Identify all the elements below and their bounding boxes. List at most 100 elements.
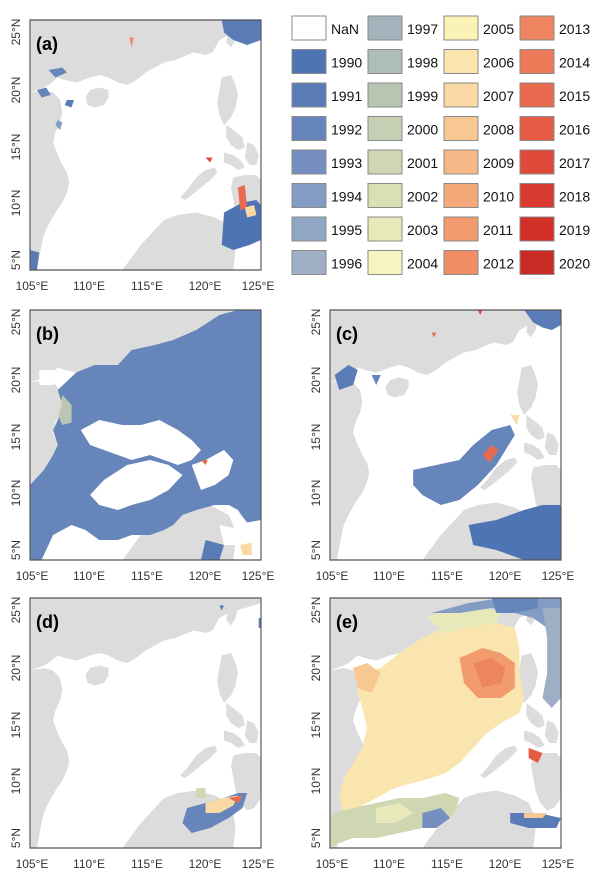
svg-text:125°E: 125°E xyxy=(242,857,275,871)
legend-item: 2008 xyxy=(443,116,514,141)
y-axis-ticks-c: 25°N 20°N 15°N 10°N 5°N xyxy=(309,309,323,560)
legend-swatch xyxy=(443,183,479,208)
svg-text:5°N: 5°N xyxy=(309,540,323,560)
svg-text:25°N: 25°N xyxy=(309,597,323,624)
legend-item: 2009 xyxy=(443,149,514,175)
legend-label: 2004 xyxy=(407,256,438,272)
svg-text:25°N: 25°N xyxy=(9,19,23,46)
legend-swatch xyxy=(367,183,403,208)
svg-text:15°N: 15°N xyxy=(9,424,23,451)
legend-label: 1991 xyxy=(331,88,362,104)
legend-label: 2010 xyxy=(483,189,514,205)
legend-swatch xyxy=(367,149,403,175)
svg-text:120°E: 120°E xyxy=(489,569,522,583)
legend-swatch xyxy=(367,49,403,74)
svg-text:5°N: 5°N xyxy=(9,250,23,270)
legend-label: 2000 xyxy=(407,122,438,138)
map-panel-b: (b) 25°N 20°N 15°N 10°N 5°N 105°E 110°E … xyxy=(9,309,275,583)
y-axis-ticks-b: 25°N 20°N 15°N 10°N 5°N xyxy=(9,309,23,560)
legend-item: 2002 xyxy=(367,183,438,208)
legend-swatch xyxy=(291,183,327,208)
svg-text:125°E: 125°E xyxy=(242,569,275,583)
legend-label: 2017 xyxy=(559,155,590,171)
legend-swatch xyxy=(367,15,403,41)
legend-item: 2016 xyxy=(519,116,590,141)
legend-swatch xyxy=(291,250,327,275)
svg-text:115°E: 115°E xyxy=(431,569,463,583)
legend-item: 1994 xyxy=(291,183,362,208)
legend-label: 1996 xyxy=(331,256,362,272)
legend-swatch xyxy=(443,15,479,41)
legend-label: 1998 xyxy=(407,55,438,71)
legend-label: 1990 xyxy=(331,55,362,71)
svg-text:110°E: 110°E xyxy=(73,857,105,871)
legend-label: 2016 xyxy=(559,122,590,138)
svg-text:15°N: 15°N xyxy=(9,712,23,739)
svg-text:20°N: 20°N xyxy=(9,655,23,682)
legend-swatch xyxy=(291,216,327,242)
panel-label-a: (a) xyxy=(36,34,58,54)
legend-swatch xyxy=(519,82,555,108)
legend-swatch xyxy=(519,183,555,208)
svg-text:105°E: 105°E xyxy=(16,857,49,871)
panel-label-c: (c) xyxy=(336,324,358,344)
legend-label: 2001 xyxy=(407,155,438,171)
svg-text:110°E: 110°E xyxy=(373,857,405,871)
legend-swatch xyxy=(291,49,327,74)
legend-item: 1990 xyxy=(291,49,362,74)
legend-swatch xyxy=(519,15,555,41)
x-axis-ticks-b: 105°E 110°E 115°E 120°E 125°E xyxy=(16,569,275,583)
legend-label: 1992 xyxy=(331,122,362,138)
legend-item: 2001 xyxy=(367,149,438,175)
legend-label: 2013 xyxy=(559,21,590,37)
legend-item: 2005 xyxy=(443,15,514,41)
legend-label: 2003 xyxy=(407,222,438,238)
legend-label: 2005 xyxy=(483,21,514,37)
map-panel-c: (c) 25°N 20°N 15°N 10°N 5°N 105°E 110°E … xyxy=(309,309,574,583)
legend-label: 2018 xyxy=(559,189,590,205)
svg-text:110°E: 110°E xyxy=(73,279,105,293)
svg-text:120°E: 120°E xyxy=(189,569,222,583)
legend-item: 2020 xyxy=(519,250,590,275)
svg-text:10°N: 10°N xyxy=(9,768,23,795)
legend-swatch xyxy=(367,216,403,242)
x-axis-ticks-e: 105°E 110°E 115°E 120°E 125°E xyxy=(316,857,575,871)
legend-item: 2011 xyxy=(443,216,513,242)
legend-label: NaN xyxy=(331,21,359,37)
legend-swatch xyxy=(519,149,555,175)
legend-label: 2014 xyxy=(559,55,590,71)
legend-item: 1999 xyxy=(367,82,438,108)
svg-text:110°E: 110°E xyxy=(73,569,105,583)
legend-swatch xyxy=(291,82,327,108)
year-legend: NaN 1990 1991 1992 1993 1994 1995 1996 1997 1998 1… xyxy=(290,14,592,284)
legend-swatch xyxy=(291,116,327,141)
panel-label-d: (d) xyxy=(36,612,59,632)
svg-text:105°E: 105°E xyxy=(16,569,49,583)
legend-item: 2006 xyxy=(443,49,514,74)
x-axis-ticks-d: 105°E 110°E 115°E 120°E 125°E xyxy=(16,857,275,871)
svg-text:125°E: 125°E xyxy=(542,857,575,871)
svg-text:105°E: 105°E xyxy=(316,569,349,583)
legend-label: 1997 xyxy=(407,21,438,37)
svg-text:125°E: 125°E xyxy=(242,279,275,293)
svg-text:5°N: 5°N xyxy=(9,828,23,848)
svg-text:105°E: 105°E xyxy=(16,279,49,293)
y-axis-ticks-d: 25°N 20°N 15°N 10°N 5°N xyxy=(9,597,23,848)
svg-text:20°N: 20°N xyxy=(309,367,323,394)
legend-item: 2007 xyxy=(443,82,514,108)
svg-text:20°N: 20°N xyxy=(9,77,23,104)
svg-text:120°E: 120°E xyxy=(189,857,222,871)
legend-label: 1994 xyxy=(331,189,362,205)
svg-text:20°N: 20°N xyxy=(9,367,23,394)
legend-label: 1995 xyxy=(331,222,362,238)
legend-swatch xyxy=(291,15,327,41)
map-panel-d: (d) 25°N 20°N 15°N 10°N 5°N 105°E 110°E … xyxy=(9,597,275,871)
legend-label: 2012 xyxy=(483,256,514,272)
legend-item: 2003 xyxy=(367,216,438,242)
svg-text:120°E: 120°E xyxy=(489,857,522,871)
svg-text:25°N: 25°N xyxy=(9,597,23,624)
svg-text:20°N: 20°N xyxy=(309,655,323,682)
legend-swatch xyxy=(367,116,403,141)
legend-label: 2015 xyxy=(559,88,590,104)
panel-label-e: (e) xyxy=(336,612,358,632)
